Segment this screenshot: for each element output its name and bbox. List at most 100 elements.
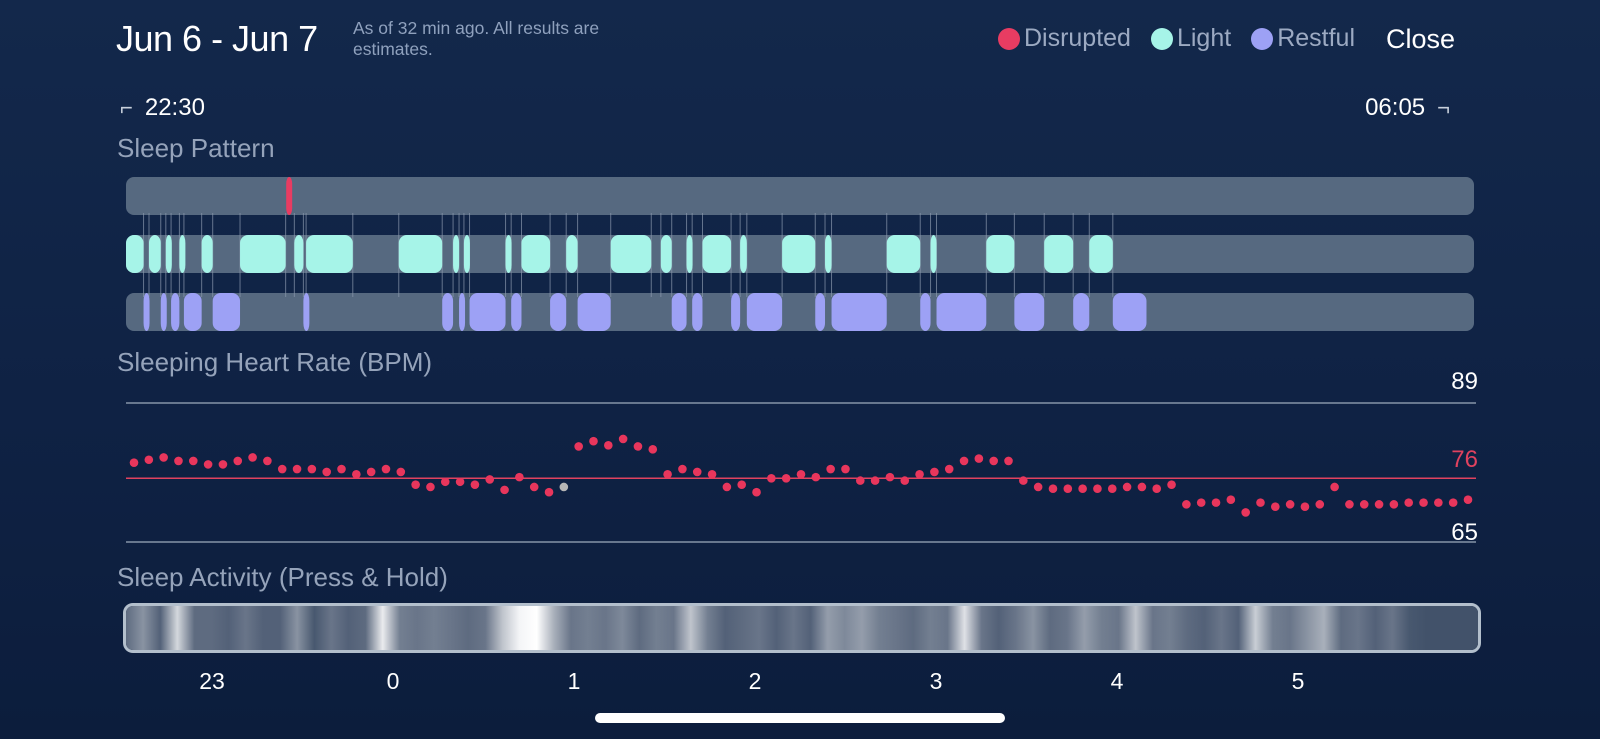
heart-rate-point [1093, 484, 1102, 494]
restful-segment [212, 293, 241, 331]
heart-rate-point [455, 477, 465, 487]
heart-rate-point [1122, 482, 1132, 492]
hr-min-label: 65 [1451, 519, 1478, 546]
hour-tick-5: 5 [1291, 668, 1305, 694]
heart-rate-point [885, 472, 895, 482]
heart-rate-point [203, 460, 213, 469]
start-bracket-icon: ⌐ [120, 95, 133, 120]
heart-rate-point [307, 464, 317, 474]
heart-rate-point [248, 453, 257, 462]
heart-rate-point [944, 464, 954, 474]
sleep-start-time: ⌐ 22:30 [120, 94, 205, 122]
hour-tick-3: 3 [929, 668, 943, 694]
heart-rate-point [485, 475, 495, 484]
restful-segment [143, 293, 150, 331]
sleep-pattern-segments [126, 177, 1147, 331]
light-segment [463, 235, 470, 273]
heart-rate-point [500, 485, 509, 495]
restful-dot-icon [1251, 27, 1274, 50]
light-segment [825, 235, 832, 273]
heart-rate-point [515, 472, 524, 482]
light-segment [505, 235, 512, 273]
light-segment [179, 235, 186, 273]
close-button[interactable]: Close [1385, 24, 1455, 54]
heart-rate-point [381, 464, 391, 474]
heart-rate-point [1196, 498, 1206, 507]
heart-rate-point [559, 482, 569, 492]
hour-tick-2: 2 [748, 668, 762, 694]
heart-rate-point [159, 453, 168, 462]
restful-segment [303, 293, 310, 331]
stage-legend: Disrupted Light Restful [997, 24, 1355, 53]
light-segment [1044, 235, 1074, 273]
heart-rate-point [841, 464, 850, 474]
heart-rate-point [974, 454, 984, 463]
heart-rate-point [1315, 500, 1325, 509]
end-bracket-icon: ¬ [1437, 95, 1450, 120]
restful-segment [550, 293, 567, 331]
sleep-activity-strip[interactable] [123, 603, 1481, 653]
heart-rate-point [796, 469, 806, 479]
heart-rate-title: Sleeping Heart Rate (BPM) [117, 347, 433, 377]
heart-rate-point [930, 467, 939, 477]
light-segment [201, 235, 213, 273]
light-segment [306, 235, 353, 273]
legend-item-disrupted: Disrupted [997, 24, 1131, 53]
light-segment [521, 235, 551, 273]
heart-rate-point [618, 434, 628, 444]
light-segment [740, 235, 747, 273]
light-segment [986, 235, 1015, 273]
restful-segment [671, 293, 687, 331]
heart-rate-point [737, 480, 747, 489]
heart-rate-point [174, 456, 183, 466]
heart-rate-point [1285, 500, 1295, 509]
heart-rate-point [826, 464, 835, 474]
restful-segment [469, 293, 506, 331]
heart-rate-point [1300, 502, 1310, 511]
restful-segment [160, 293, 167, 331]
hr-average-label: 76 [1451, 446, 1478, 473]
end-time-label: 06:05 [1365, 94, 1426, 121]
hour-tick-0: 0 [386, 668, 400, 694]
heart-rate-point [1226, 495, 1236, 505]
restful-segment [1073, 293, 1090, 331]
heart-rate-point [692, 467, 702, 477]
heart-rate-point [767, 473, 776, 483]
heart-rate-point [292, 464, 302, 474]
sleep-pattern-chart[interactable] [0, 0, 1600, 340]
heart-rate-point [1419, 498, 1428, 507]
light-segment [930, 235, 937, 273]
heart-rate-chart[interactable] [0, 0, 1600, 560]
disrupted-track [126, 177, 1474, 215]
restful-segment [1112, 293, 1147, 331]
heart-rate-point [1063, 484, 1073, 494]
heart-rate-point [604, 440, 613, 450]
restful-track [126, 293, 1474, 331]
heart-rate-point [1107, 484, 1117, 494]
heart-rate-point [129, 458, 139, 467]
legend-label-disrupted: Disrupted [1023, 24, 1131, 52]
heart-rate-point [396, 467, 406, 477]
restful-segment [183, 293, 202, 331]
home-indicator[interactable] [595, 713, 1005, 723]
heart-rate-point [1152, 484, 1162, 494]
heart-rate-point [1389, 500, 1399, 509]
heart-rate-point [1137, 482, 1147, 492]
heart-rate-point [1434, 498, 1443, 507]
heart-rate-point [663, 469, 672, 479]
heart-rate-point [277, 464, 287, 474]
legend-label-light: Light [1176, 24, 1232, 52]
start-time-label: 22:30 [144, 94, 205, 121]
light-dot-icon [1150, 27, 1173, 50]
heart-rate-point [989, 456, 998, 466]
restful-segment [511, 293, 522, 331]
restful-segment [1014, 293, 1045, 331]
restful-segment [577, 293, 611, 331]
heart-rate-point [1404, 498, 1414, 507]
heart-rate-point [470, 480, 480, 489]
heart-rate-point [440, 477, 450, 487]
heart-rate-point [1167, 480, 1176, 489]
heart-rate-point [544, 487, 554, 497]
heart-rate-point [589, 436, 598, 446]
heart-rate-point [752, 487, 761, 497]
